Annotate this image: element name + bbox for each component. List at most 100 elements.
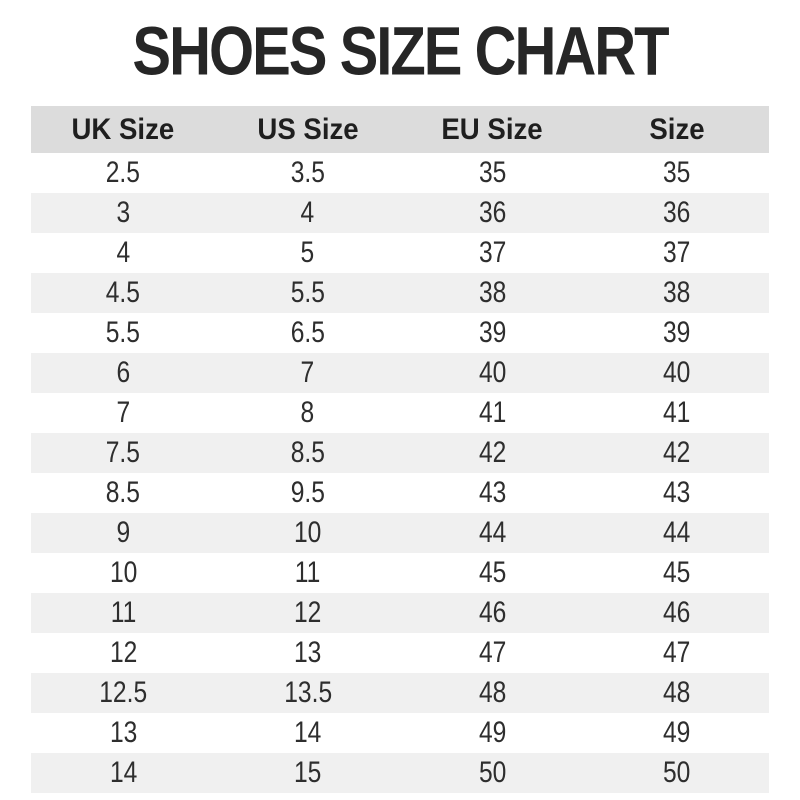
- cell-value: 37: [663, 236, 691, 269]
- cell-value: 39: [478, 316, 506, 349]
- table-cell: 10: [216, 513, 401, 553]
- cell-value: 3: [116, 196, 131, 229]
- table-cell: 36: [400, 193, 585, 233]
- cell-value: 46: [663, 596, 691, 629]
- cell-value: 13: [294, 636, 322, 669]
- cell-value: 40: [663, 356, 691, 389]
- cell-value: 11: [294, 556, 321, 589]
- table-cell: 37: [400, 233, 585, 273]
- table-cell: 6: [31, 353, 216, 393]
- cell-value: 36: [478, 196, 506, 229]
- table-row: 3 4 36 36: [31, 193, 769, 233]
- cell-value: 8.5: [290, 436, 325, 469]
- cell-value: 5.5: [290, 276, 325, 309]
- size-chart-table: UK Size US Size EU Size Size 2.5 3.5 35 35 3…: [31, 106, 769, 793]
- cell-value: 41: [663, 396, 691, 429]
- cell-value: 46: [478, 596, 506, 629]
- table-cell: 9.5: [216, 473, 401, 513]
- cell-value: 4.5: [106, 276, 141, 309]
- cell-value: 42: [478, 436, 506, 469]
- table-row: 5.5 6.5 39 39: [31, 313, 769, 353]
- table-cell: 48: [585, 673, 770, 713]
- table-cell: 47: [585, 633, 770, 673]
- table-cell: 42: [400, 433, 585, 473]
- table-row: 9 10 44 44: [31, 513, 769, 553]
- cell-value: 37: [478, 236, 506, 269]
- table-cell: 4: [31, 233, 216, 273]
- cell-value: 35: [478, 156, 506, 189]
- table-cell: 38: [585, 273, 770, 313]
- table-row: 4.5 5.5 38 38: [31, 273, 769, 313]
- table-cell: 39: [585, 313, 770, 353]
- table-cell: 35: [585, 153, 770, 193]
- column-header-size: Size: [584, 106, 769, 153]
- cell-value: 2.5: [106, 156, 141, 189]
- table-cell: 8.5: [216, 433, 401, 473]
- cell-value: 40: [478, 356, 506, 389]
- cell-value: 44: [478, 516, 506, 549]
- cell-value: 4: [300, 196, 315, 229]
- table-cell: 49: [585, 713, 770, 753]
- table-row: 12.5 13.5 48 48: [31, 673, 769, 713]
- table-cell: 13.5: [216, 673, 401, 713]
- table-cell: 5: [216, 233, 401, 273]
- table-header: UK Size US Size EU Size Size: [31, 106, 769, 153]
- column-header-us-size: US Size: [215, 106, 400, 153]
- table-cell: 5.5: [216, 273, 401, 313]
- table-cell: 10: [31, 553, 216, 593]
- table-cell: 11: [31, 593, 216, 633]
- table-cell: 47: [400, 633, 585, 673]
- cell-value: 6.5: [290, 316, 325, 349]
- table-cell: 48: [400, 673, 585, 713]
- table-cell: 7: [216, 353, 401, 393]
- table-row: 14 15 50 50: [31, 753, 769, 793]
- table-cell: 43: [400, 473, 585, 513]
- table-cell: 36: [585, 193, 770, 233]
- column-header-label: Size: [649, 112, 705, 146]
- table-cell: 45: [400, 553, 585, 593]
- cell-value: 48: [663, 676, 691, 709]
- table-cell: 9: [31, 513, 216, 553]
- table-row: 12 13 47 47: [31, 633, 769, 673]
- table-cell: 45: [585, 553, 770, 593]
- table-cell: 12.5: [31, 673, 216, 713]
- table-cell: 46: [400, 593, 585, 633]
- table-cell: 7: [31, 393, 216, 433]
- table-cell: 41: [585, 393, 770, 433]
- cell-value: 47: [478, 636, 506, 669]
- cell-value: 14: [109, 756, 137, 789]
- cell-value: 3.5: [290, 156, 325, 189]
- table-cell: 37: [585, 233, 770, 273]
- table-cell: 3.5: [216, 153, 401, 193]
- cell-value: 45: [478, 556, 506, 589]
- table-cell: 50: [585, 753, 770, 793]
- cell-value: 13.5: [283, 676, 332, 709]
- table-row: 2.5 3.5 35 35: [31, 153, 769, 193]
- cell-value: 45: [663, 556, 691, 589]
- cell-value: 49: [478, 716, 506, 749]
- table-cell: 40: [585, 353, 770, 393]
- column-header-eu-size: EU Size: [400, 106, 585, 153]
- table-cell: 8.5: [31, 473, 216, 513]
- table-cell: 49: [400, 713, 585, 753]
- cell-value: 50: [663, 756, 691, 789]
- table-cell: 40: [400, 353, 585, 393]
- table-row: 7 8 41 41: [31, 393, 769, 433]
- table-cell: 13: [216, 633, 401, 673]
- cell-value: 12.5: [99, 676, 148, 709]
- table-cell: 35: [400, 153, 585, 193]
- table-cell: 46: [585, 593, 770, 633]
- table-cell: 38: [400, 273, 585, 313]
- table-cell: 43: [585, 473, 770, 513]
- cell-value: 44: [663, 516, 691, 549]
- table-cell: 8: [216, 393, 401, 433]
- table-row: 7.5 8.5 42 42: [31, 433, 769, 473]
- table-cell: 4.5: [31, 273, 216, 313]
- cell-value: 48: [478, 676, 506, 709]
- table-cell: 6.5: [216, 313, 401, 353]
- cell-value: 8: [300, 396, 315, 429]
- table-cell: 39: [400, 313, 585, 353]
- table-cell: 13: [31, 713, 216, 753]
- table-row: 11 12 46 46: [31, 593, 769, 633]
